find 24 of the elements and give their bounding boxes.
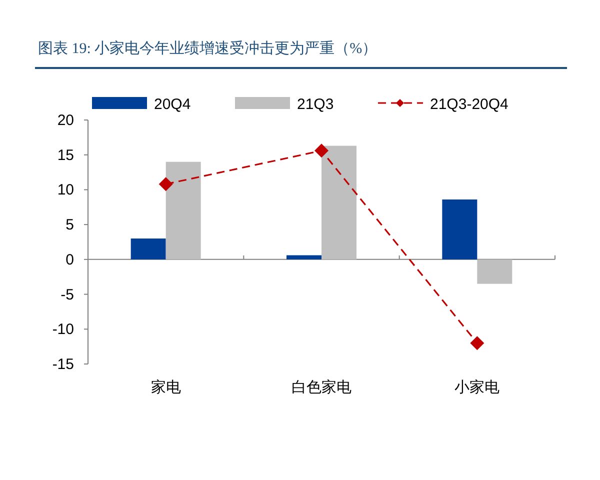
y-tick-label: -10 xyxy=(52,321,74,338)
point xyxy=(470,336,484,350)
legend-label: 20Q4 xyxy=(154,96,191,113)
bar xyxy=(130,238,166,260)
bar xyxy=(477,259,512,284)
y-tick-label: 0 xyxy=(66,251,74,268)
y-tick-label: 10 xyxy=(57,182,74,199)
point xyxy=(158,177,173,192)
y-tick-label: 5 xyxy=(66,216,74,234)
bar xyxy=(442,199,478,260)
point xyxy=(314,144,328,158)
y-tick-label: 15 xyxy=(57,146,74,164)
legend-label: 21Q3 xyxy=(297,96,334,113)
x-tick-label: 白色家电 xyxy=(292,379,352,396)
y-tick-label: -5 xyxy=(60,286,74,304)
legend-label: 21Q3-20Q4 xyxy=(430,96,508,113)
x-tick-label: 家电 xyxy=(150,379,181,396)
bar xyxy=(322,146,356,260)
y-tick-label: -15 xyxy=(52,356,74,373)
x-tick-label: 小家电 xyxy=(454,379,500,396)
bar xyxy=(166,162,201,260)
chart-title: 图表 19: 小家电今年业绩增速受冲击更为严重（%） xyxy=(38,40,378,57)
y-tick-label: 20 xyxy=(57,112,74,129)
bar xyxy=(286,255,322,260)
